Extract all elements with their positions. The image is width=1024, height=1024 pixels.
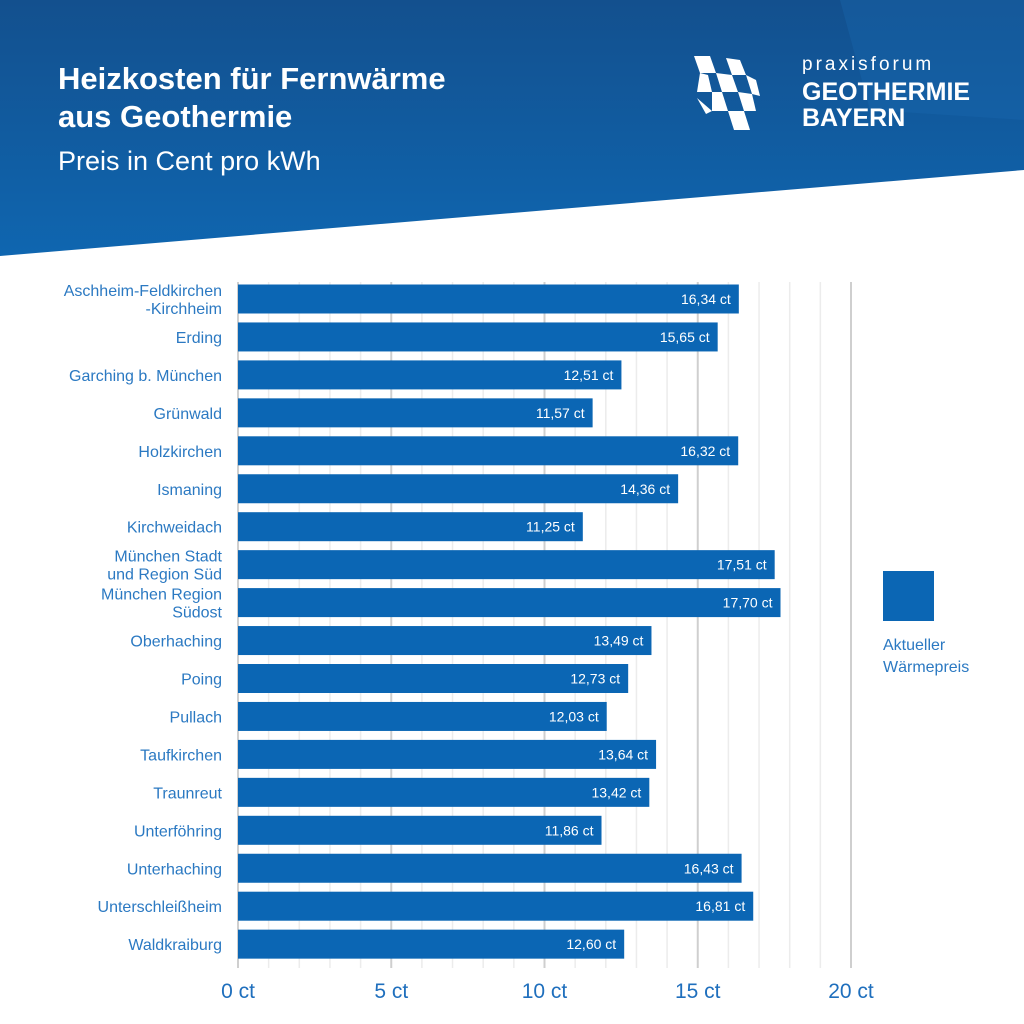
bar bbox=[238, 777, 650, 807]
x-tick-label: 15 ct bbox=[675, 980, 721, 1003]
chart-title-line2: aus Geothermie bbox=[58, 99, 293, 134]
bar-value-label: 13,64 ct bbox=[598, 746, 648, 762]
bar bbox=[238, 284, 739, 314]
bar bbox=[238, 550, 775, 580]
chart-title-line1: Heizkosten für Fernwärme bbox=[58, 61, 446, 96]
logo-checker-icon bbox=[694, 56, 760, 130]
header-banner bbox=[0, 0, 1024, 256]
category-label: Erding bbox=[176, 330, 222, 347]
x-tick-label: 20 ct bbox=[828, 980, 874, 1003]
legend-label-line1: Aktueller bbox=[883, 637, 946, 654]
category-label: Garching b. München bbox=[69, 368, 222, 385]
bar-value-label: 12,73 ct bbox=[570, 671, 620, 687]
category-label: Grünwald bbox=[154, 406, 222, 423]
bar-value-label: 16,81 ct bbox=[695, 898, 745, 914]
bar-value-label: 13,42 ct bbox=[591, 784, 641, 800]
bar bbox=[238, 512, 583, 542]
category-label: Holzkirchen bbox=[138, 444, 222, 461]
category-label: Ismaning bbox=[157, 482, 222, 499]
category-label: Südost bbox=[172, 605, 222, 622]
bar-value-label: 11,86 ct bbox=[545, 822, 594, 838]
logo-text-geothermie: GEOTHERMIE bbox=[802, 78, 971, 106]
x-tick-label: 5 ct bbox=[374, 980, 408, 1003]
bar bbox=[238, 360, 622, 390]
bar bbox=[238, 929, 625, 959]
category-label: Kirchweidach bbox=[127, 520, 222, 537]
legend-swatch bbox=[883, 571, 934, 621]
chart-subtitle: Preis in Cent pro kWh bbox=[58, 146, 321, 176]
category-label: Unterföhring bbox=[134, 823, 222, 840]
bar-value-label: 12,51 ct bbox=[564, 367, 614, 383]
bar-value-label: 17,51 ct bbox=[717, 557, 767, 573]
bar bbox=[238, 398, 593, 428]
category-label: Oberhaching bbox=[130, 634, 222, 651]
bar bbox=[238, 436, 739, 466]
bar-value-label: 11,25 ct bbox=[526, 519, 575, 535]
bar-value-label: 15,65 ct bbox=[660, 329, 710, 345]
bar bbox=[238, 739, 657, 769]
bar bbox=[238, 664, 629, 693]
bar-value-label: 16,34 ct bbox=[681, 291, 731, 307]
bar-value-label: 14,36 ct bbox=[620, 481, 670, 497]
category-label: Poing bbox=[181, 672, 222, 689]
bar bbox=[238, 626, 652, 656]
category-label: Unterhaching bbox=[127, 861, 222, 878]
bar bbox=[238, 588, 781, 618]
category-label: Taufkirchen bbox=[140, 747, 222, 764]
category-label: Aschheim-Feldkirchen bbox=[64, 283, 222, 300]
bar-value-label: 13,49 ct bbox=[594, 633, 644, 649]
category-label: Traunreut bbox=[153, 785, 222, 802]
category-label: München Stadt bbox=[114, 549, 222, 566]
bar-value-label: 12,60 ct bbox=[566, 936, 616, 952]
category-label: Pullach bbox=[170, 709, 222, 726]
bar-value-label: 12,03 ct bbox=[549, 708, 599, 724]
category-label: und Region Süd bbox=[107, 567, 222, 584]
bar bbox=[238, 853, 742, 883]
bar bbox=[238, 815, 602, 845]
x-tick-label: 10 ct bbox=[522, 980, 568, 1003]
bar-value-label: 11,57 ct bbox=[536, 405, 585, 421]
category-label: Waldkraiburg bbox=[128, 937, 222, 954]
legend-label-line2: Wärmepreis bbox=[883, 659, 970, 676]
logo-text-praxisforum: praxisforum bbox=[802, 54, 935, 75]
bar bbox=[238, 891, 754, 921]
bar-value-label: 16,43 ct bbox=[684, 860, 734, 876]
bar bbox=[238, 322, 718, 352]
category-label: München Region bbox=[101, 587, 222, 604]
bar bbox=[238, 701, 607, 731]
bar-value-label: 17,70 ct bbox=[723, 595, 773, 611]
bar bbox=[238, 474, 679, 504]
category-label: -Kirchheim bbox=[146, 301, 222, 318]
x-tick-label: 0 ct bbox=[221, 980, 255, 1003]
bar-value-label: 16,32 ct bbox=[680, 443, 730, 459]
logo-text-bayern: BAYERN bbox=[802, 104, 906, 132]
category-label: Unterschleißheim bbox=[98, 899, 222, 916]
